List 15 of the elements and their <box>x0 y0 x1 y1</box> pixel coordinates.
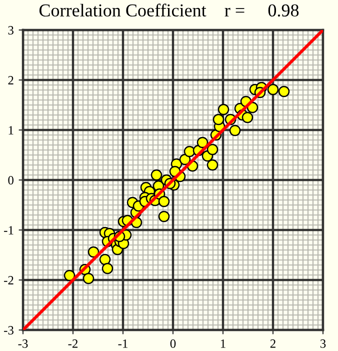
y-tick-label: 0 <box>8 176 14 184</box>
y-tick-label: 2 <box>8 76 14 84</box>
x-tick-label: 2 <box>270 339 276 348</box>
y-tick-label: 3 <box>8 26 14 34</box>
y-tick-label: 1 <box>8 126 14 134</box>
x-tick-label: 3 <box>320 339 326 348</box>
y-tick-label: -2 <box>4 276 14 284</box>
x-tick-label: -2 <box>68 339 78 348</box>
chart-title: Correlation Coefficient r = 0.98 <box>39 4 299 17</box>
y-tick-label: -1 <box>4 226 14 234</box>
x-tick-label: -1 <box>118 339 128 348</box>
x-tick-label: -3 <box>18 339 28 348</box>
x-tick-label: 1 <box>220 339 226 348</box>
x-tick-label: 0 <box>170 339 176 348</box>
y-tick-label: -3 <box>4 326 14 334</box>
